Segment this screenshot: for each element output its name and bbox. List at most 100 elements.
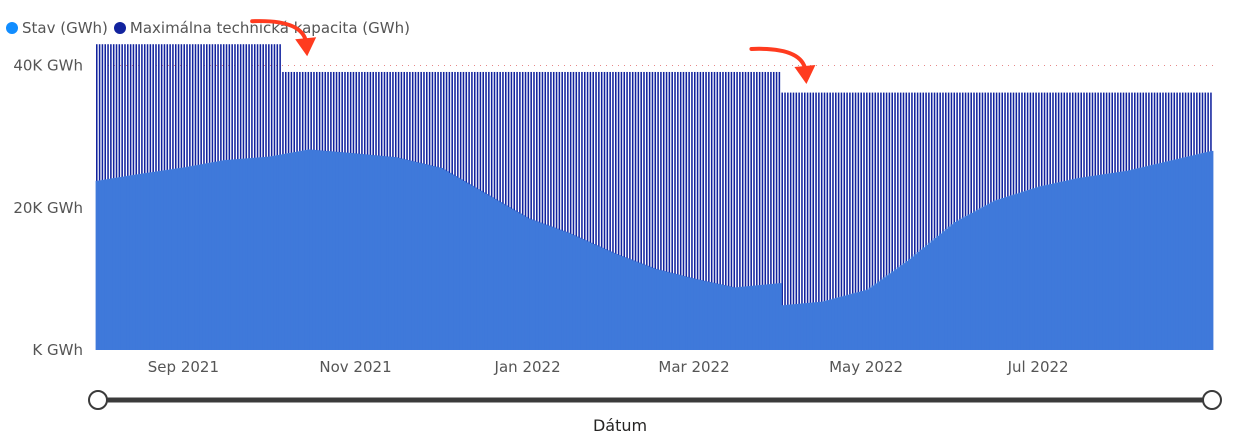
stav-bar[interactable] (484, 193, 489, 350)
stav-bar[interactable] (262, 157, 266, 350)
stav-bar[interactable] (1026, 190, 1031, 350)
stav-bar[interactable] (809, 302, 813, 350)
stav-bar[interactable] (938, 233, 943, 351)
stav-bar[interactable] (493, 198, 497, 350)
stav-bar[interactable] (702, 280, 706, 350)
stav-bar[interactable] (360, 154, 365, 350)
stav-bar[interactable] (1003, 197, 1008, 350)
stav-bar[interactable] (972, 211, 977, 350)
stav-bar[interactable] (690, 278, 695, 350)
stav-bar[interactable] (166, 169, 170, 350)
capacity-bar[interactable] (665, 71, 668, 351)
stav-bar[interactable] (1136, 168, 1141, 350)
capacity-bar[interactable] (651, 71, 654, 351)
stav-bar[interactable] (656, 269, 661, 350)
stav-bar[interactable] (428, 165, 433, 350)
stav-bar[interactable] (417, 162, 421, 350)
stav-bar[interactable] (1065, 180, 1070, 350)
capacity-bar[interactable] (894, 92, 896, 350)
stav-bar[interactable] (445, 171, 449, 350)
stav-bar[interactable] (247, 158, 252, 350)
capacity-bar[interactable] (736, 71, 738, 351)
capacity-bar[interactable] (674, 71, 676, 351)
stav-bar[interactable] (143, 173, 148, 350)
stav-bar[interactable] (803, 303, 808, 350)
stav-bar[interactable] (733, 287, 737, 350)
stav-bar[interactable] (978, 208, 983, 350)
stav-bar[interactable] (135, 174, 139, 350)
capacity-bar[interactable] (820, 92, 823, 350)
stav-bar[interactable] (1173, 159, 1177, 350)
capacity-bar[interactable] (558, 71, 561, 351)
stav-bar[interactable] (1161, 162, 1166, 350)
stav-bar[interactable] (1142, 166, 1146, 350)
capacity-bar[interactable] (908, 92, 910, 350)
stav-bar[interactable] (789, 304, 794, 350)
stav-bar[interactable] (456, 177, 461, 350)
stav-bar[interactable] (1195, 154, 1200, 350)
stav-bar[interactable] (924, 245, 929, 350)
capacity-bar[interactable] (609, 71, 611, 351)
stav-bar[interactable] (930, 240, 935, 350)
capacity-bar[interactable] (536, 71, 538, 351)
stav-bar[interactable] (738, 286, 743, 350)
stav-bar[interactable] (366, 154, 371, 350)
stav-bar[interactable] (504, 205, 509, 350)
stav-bar[interactable] (800, 303, 805, 350)
stav-bar[interactable] (208, 162, 213, 350)
stav-bar[interactable] (1032, 188, 1036, 350)
capacity-bar[interactable] (919, 92, 922, 350)
stav-bar[interactable] (761, 284, 765, 350)
capacity-bar[interactable] (569, 71, 572, 351)
capacity-bar[interactable] (953, 92, 956, 350)
stav-bar[interactable] (174, 168, 179, 351)
stav-bar[interactable] (1111, 172, 1115, 350)
stav-bar[interactable] (682, 276, 686, 350)
stav-bar[interactable] (1077, 177, 1081, 350)
stav-bar[interactable] (758, 285, 763, 350)
stav-bar[interactable] (634, 261, 638, 350)
stav-bar[interactable] (1015, 193, 1019, 350)
stav-bar[interactable] (301, 150, 306, 350)
capacity-bar[interactable] (541, 71, 544, 351)
stav-bar[interactable] (896, 267, 901, 350)
stav-bar[interactable] (786, 304, 791, 350)
stav-bar[interactable] (264, 156, 269, 350)
stav-bar[interactable] (253, 157, 258, 350)
stav-bar[interactable] (287, 153, 292, 350)
stav-bar[interactable] (270, 156, 275, 350)
legend-item-capacity[interactable]: Maximálna technická kapacita (GWh) (113, 19, 410, 37)
stav-bar[interactable] (1057, 182, 1062, 350)
stav-bar[interactable] (637, 262, 641, 350)
capacity-bar[interactable] (710, 71, 713, 351)
capacity-bar[interactable] (781, 92, 783, 350)
stav-bar[interactable] (958, 218, 963, 350)
stav-bar[interactable] (242, 158, 246, 350)
stav-bar[interactable] (436, 167, 441, 350)
stav-bar[interactable] (414, 161, 418, 350)
stav-bar[interactable] (293, 152, 297, 350)
capacity-bar[interactable] (626, 71, 628, 351)
capacity-bar[interactable] (615, 71, 617, 351)
stav-bar[interactable] (769, 283, 774, 350)
stav-bar[interactable] (910, 256, 915, 350)
stav-bar[interactable] (273, 155, 277, 350)
capacity-bar[interactable] (544, 71, 547, 351)
stav-bar[interactable] (820, 301, 825, 350)
stav-bar[interactable] (115, 177, 119, 350)
stav-bar[interactable] (744, 286, 748, 350)
stav-bar[interactable] (1091, 175, 1095, 350)
stav-bar[interactable] (975, 209, 980, 350)
capacity-bar[interactable] (691, 71, 693, 351)
stav-bar[interactable] (490, 197, 495, 350)
capacity-bar[interactable] (812, 92, 815, 350)
stav-bar[interactable] (860, 291, 864, 350)
stav-bar[interactable] (919, 249, 923, 350)
stav-bar[interactable] (152, 171, 156, 350)
capacity-bar[interactable] (533, 71, 535, 351)
slider-handle-start[interactable] (88, 390, 108, 410)
capacity-bar[interactable] (631, 71, 634, 351)
stav-bar[interactable] (1096, 174, 1101, 350)
stav-bar[interactable] (735, 287, 740, 350)
capacity-bar[interactable] (561, 71, 563, 351)
